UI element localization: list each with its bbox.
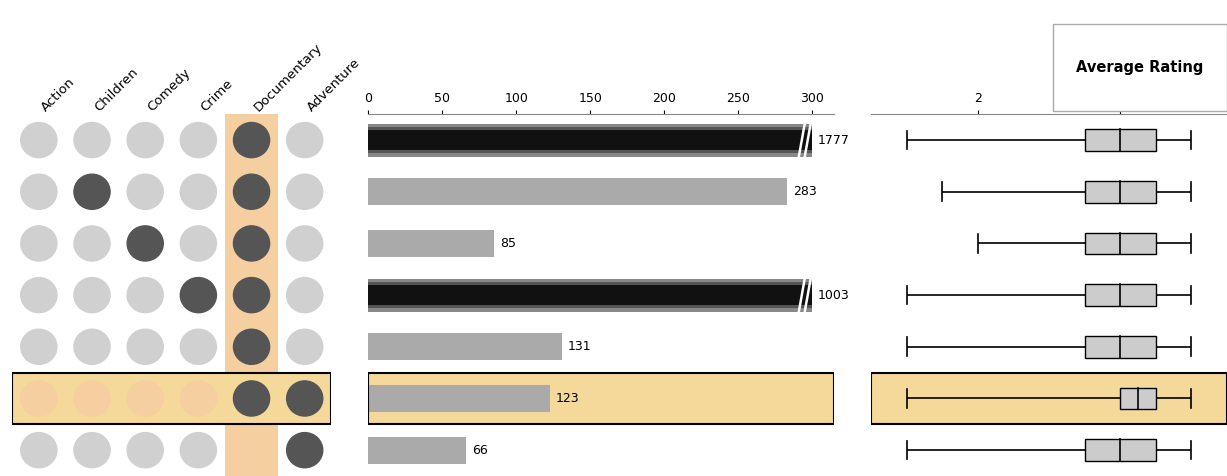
Text: 131: 131: [568, 340, 591, 353]
Bar: [1120, 387, 1156, 409]
Circle shape: [233, 174, 270, 209]
Bar: [12, 373, 331, 424]
Circle shape: [128, 381, 163, 416]
Circle shape: [287, 226, 323, 261]
Text: 1003: 1003: [818, 288, 850, 302]
Circle shape: [233, 433, 270, 468]
Circle shape: [74, 278, 110, 313]
Circle shape: [21, 329, 56, 364]
Circle shape: [128, 122, 163, 158]
Text: 1777: 1777: [818, 134, 850, 147]
Bar: [368, 278, 812, 312]
Circle shape: [287, 329, 323, 364]
Circle shape: [287, 433, 323, 468]
Circle shape: [74, 122, 110, 158]
Circle shape: [74, 174, 110, 209]
Bar: [1085, 233, 1156, 254]
Bar: [368, 178, 787, 205]
Bar: [368, 127, 812, 153]
Bar: [368, 373, 834, 424]
Text: Crime: Crime: [199, 77, 236, 114]
Text: 283: 283: [793, 185, 817, 198]
Circle shape: [21, 122, 56, 158]
Text: 123: 123: [556, 392, 579, 405]
Circle shape: [74, 433, 110, 468]
Circle shape: [233, 226, 270, 261]
Bar: [368, 333, 562, 360]
Circle shape: [128, 278, 163, 313]
Circle shape: [180, 174, 216, 209]
Bar: [871, 373, 1227, 424]
Circle shape: [180, 433, 216, 468]
Circle shape: [21, 381, 56, 416]
Circle shape: [233, 278, 270, 313]
FancyBboxPatch shape: [1053, 24, 1227, 110]
Circle shape: [180, 122, 216, 158]
Text: 85: 85: [499, 237, 515, 250]
Bar: [871, 373, 1227, 424]
Circle shape: [128, 433, 163, 468]
Text: Documentary: Documentary: [252, 41, 325, 114]
Circle shape: [233, 381, 270, 416]
Bar: [225, 114, 279, 476]
Circle shape: [233, 329, 270, 364]
Text: 66: 66: [471, 444, 487, 456]
Text: Comedy: Comedy: [145, 66, 193, 114]
Circle shape: [180, 381, 216, 416]
Bar: [1085, 439, 1156, 461]
Bar: [368, 130, 812, 150]
Circle shape: [128, 329, 163, 364]
Circle shape: [21, 278, 56, 313]
Circle shape: [74, 329, 110, 364]
Bar: [1085, 336, 1156, 357]
Circle shape: [180, 226, 216, 261]
Text: Children: Children: [92, 66, 141, 114]
Text: Action: Action: [39, 75, 77, 114]
Bar: [368, 436, 466, 464]
Circle shape: [21, 174, 56, 209]
Bar: [368, 285, 812, 305]
Text: Adventure: Adventure: [304, 56, 363, 114]
Bar: [368, 385, 550, 412]
Bar: [368, 230, 494, 257]
Bar: [368, 124, 812, 157]
Circle shape: [287, 278, 323, 313]
Bar: [1085, 181, 1156, 203]
Bar: [1085, 129, 1156, 151]
Circle shape: [180, 278, 216, 313]
Bar: [368, 282, 812, 308]
Circle shape: [287, 174, 323, 209]
Circle shape: [128, 226, 163, 261]
Circle shape: [287, 122, 323, 158]
Circle shape: [74, 381, 110, 416]
Text: Average Rating: Average Rating: [1076, 60, 1204, 75]
Circle shape: [233, 122, 270, 158]
Circle shape: [287, 381, 323, 416]
Bar: [368, 373, 834, 424]
Circle shape: [74, 226, 110, 261]
Bar: [12, 373, 331, 424]
Bar: [1085, 284, 1156, 306]
Circle shape: [180, 329, 216, 364]
Circle shape: [21, 433, 56, 468]
Circle shape: [128, 174, 163, 209]
Circle shape: [21, 226, 56, 261]
